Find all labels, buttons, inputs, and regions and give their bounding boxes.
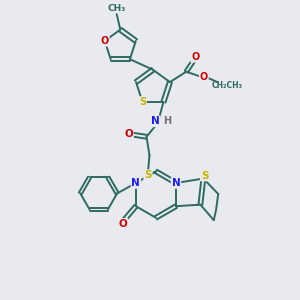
Text: O: O — [200, 72, 208, 82]
Text: O: O — [191, 52, 199, 62]
Text: CH₃: CH₃ — [108, 4, 126, 13]
Text: O: O — [100, 36, 109, 46]
Text: H: H — [163, 116, 171, 126]
Text: S: S — [201, 171, 208, 181]
Text: O: O — [119, 219, 128, 229]
Text: S: S — [144, 170, 152, 180]
Text: N: N — [172, 178, 180, 188]
Text: S: S — [139, 97, 146, 107]
Text: N: N — [151, 116, 160, 126]
Text: O: O — [124, 129, 133, 140]
Text: CH₂CH₃: CH₂CH₃ — [212, 81, 242, 90]
Text: N: N — [131, 178, 140, 188]
